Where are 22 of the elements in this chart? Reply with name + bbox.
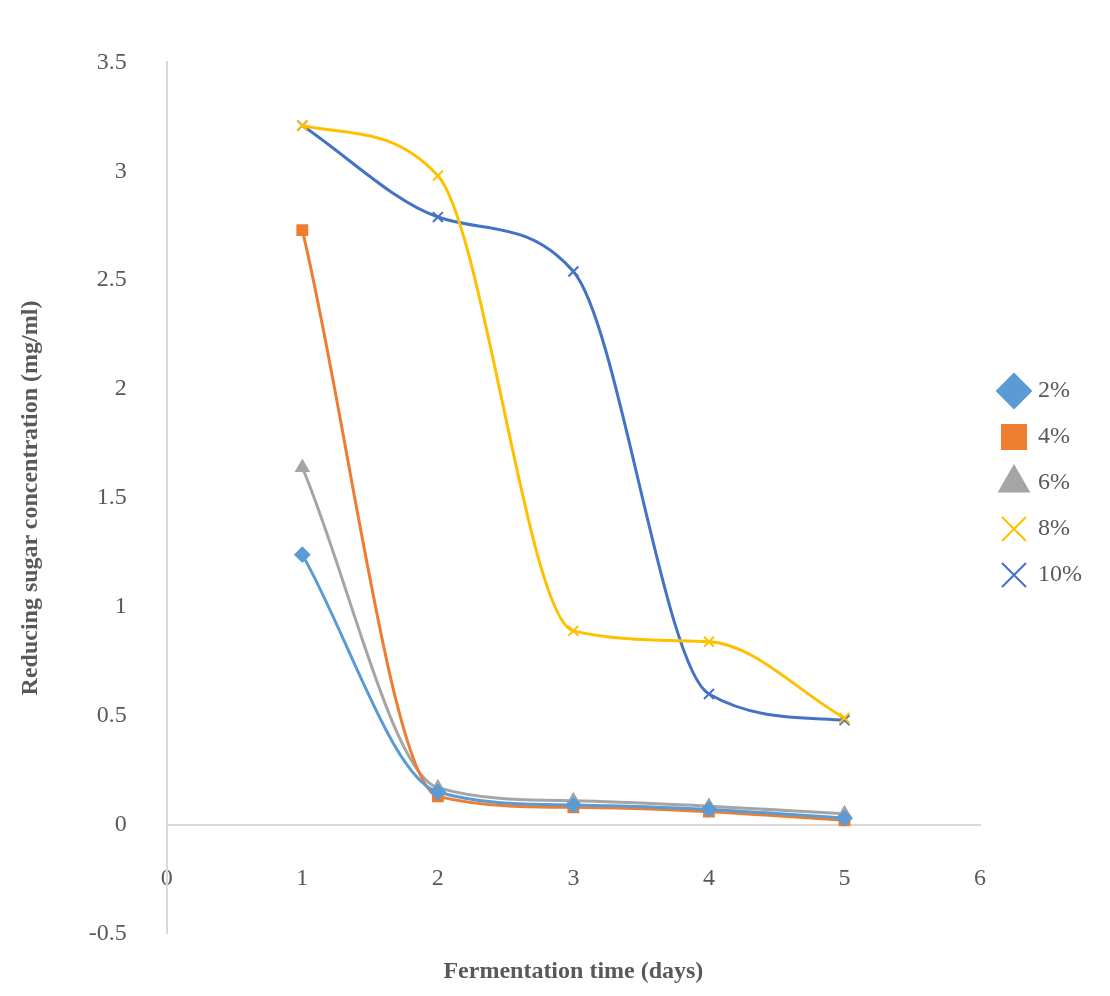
y-tick-label: -0.5: [88, 918, 127, 945]
y-tick-label: 2.5: [96, 265, 127, 292]
legend-label: 10%: [1038, 560, 1083, 587]
y-tick-label: 0.5: [96, 701, 127, 728]
legend-label: 6%: [1038, 468, 1071, 495]
x-tick-label: 4: [702, 864, 715, 891]
y-tick-label: 0: [114, 810, 127, 836]
legend-label: 2%: [1038, 376, 1071, 403]
x-axis-title: Fermentation time (days): [443, 957, 704, 984]
y-tick-label: 3: [114, 156, 127, 183]
x-tick-label: 2: [431, 864, 444, 891]
x-tick-label: 6: [974, 864, 987, 891]
y-tick-label: 1: [114, 592, 127, 619]
legend-label: 4%: [1038, 422, 1071, 449]
y-tick-label: 1.5: [96, 483, 127, 510]
x-tick-label: 3: [567, 864, 580, 891]
x-tick-label: 5: [838, 864, 851, 891]
legend-label: 8%: [1038, 514, 1071, 541]
y-tick-label: 3.5: [96, 47, 127, 74]
y-axis-title: Reducing sugar concentration (mg/ml): [15, 300, 42, 696]
y-tick-label: 2: [114, 374, 127, 401]
x-tick-label: 1: [296, 864, 309, 891]
